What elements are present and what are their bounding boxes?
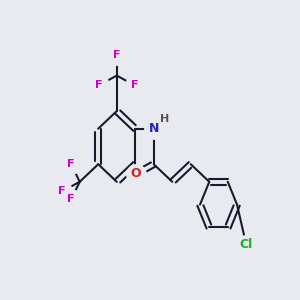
Text: F: F	[131, 80, 138, 90]
Text: F: F	[68, 159, 75, 169]
Text: N: N	[148, 122, 159, 135]
Text: H: H	[160, 114, 170, 124]
Text: F: F	[58, 187, 66, 196]
Text: F: F	[95, 80, 103, 90]
Text: F: F	[68, 194, 75, 204]
Text: F: F	[113, 50, 121, 60]
Text: O: O	[131, 167, 141, 180]
Text: Cl: Cl	[240, 238, 253, 251]
